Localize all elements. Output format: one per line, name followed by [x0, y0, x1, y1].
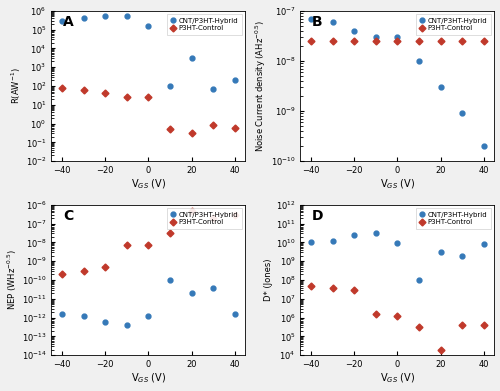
X-axis label: V$_{GS}$ (V): V$_{GS}$ (V): [131, 178, 166, 191]
P3HT-Control: [59, 85, 65, 90]
Line: CNT/P3HT-Hybrid: CNT/P3HT-Hybrid: [309, 231, 486, 282]
CNT/P3HT-Hybrid: [59, 312, 65, 317]
P3HT-Control: [394, 39, 400, 43]
P3HT-Control: [308, 39, 314, 43]
P3HT-Control: [416, 325, 422, 330]
P3HT-Control: [459, 39, 465, 43]
CNT/P3HT-Hybrid: [459, 253, 465, 258]
Text: B: B: [312, 15, 322, 29]
CNT/P3HT-Hybrid: [124, 13, 130, 18]
P3HT-Control: [330, 39, 336, 43]
P3HT-Control: [480, 323, 486, 327]
P3HT-Control: [373, 312, 379, 317]
CNT/P3HT-Hybrid: [308, 240, 314, 245]
CNT/P3HT-Hybrid: [438, 85, 444, 90]
P3HT-Control: [80, 88, 86, 92]
Line: P3HT-Control: P3HT-Control: [60, 85, 237, 136]
CNT/P3HT-Hybrid: [373, 35, 379, 39]
P3HT-Control: [232, 126, 237, 130]
P3HT-Control: [124, 243, 130, 248]
CNT/P3HT-Hybrid: [308, 16, 314, 21]
CNT/P3HT-Hybrid: [188, 291, 194, 296]
CNT/P3HT-Hybrid: [394, 35, 400, 39]
CNT/P3HT-Hybrid: [352, 233, 358, 237]
P3HT-Control: [210, 216, 216, 221]
P3HT-Control: [188, 208, 194, 213]
CNT/P3HT-Hybrid: [188, 56, 194, 61]
CNT/P3HT-Hybrid: [124, 323, 130, 327]
P3HT-Control: [438, 347, 444, 352]
CNT/P3HT-Hybrid: [167, 84, 173, 88]
Legend: CNT/P3HT-Hybrid, P3HT-Control: CNT/P3HT-Hybrid, P3HT-Control: [416, 14, 491, 34]
X-axis label: V$_{GS}$ (V): V$_{GS}$ (V): [380, 372, 415, 386]
CNT/P3HT-Hybrid: [232, 78, 237, 83]
Line: P3HT-Control: P3HT-Control: [60, 208, 237, 277]
CNT/P3HT-Hybrid: [480, 242, 486, 247]
Line: CNT/P3HT-Hybrid: CNT/P3HT-Hybrid: [60, 278, 237, 328]
Y-axis label: Noise Current density (AHz$^{-0.5}$): Noise Current density (AHz$^{-0.5}$): [254, 20, 268, 152]
P3HT-Control: [188, 131, 194, 136]
P3HT-Control: [59, 272, 65, 277]
P3HT-Control: [480, 39, 486, 43]
Y-axis label: NEP (WHz$^{-0.5}$): NEP (WHz$^{-0.5}$): [6, 250, 19, 310]
CNT/P3HT-Hybrid: [146, 314, 152, 319]
P3HT-Control: [308, 283, 314, 288]
Line: CNT/P3HT-Hybrid: CNT/P3HT-Hybrid: [309, 16, 486, 149]
P3HT-Control: [459, 323, 465, 327]
CNT/P3HT-Hybrid: [330, 20, 336, 24]
CNT/P3HT-Hybrid: [459, 111, 465, 116]
CNT/P3HT-Hybrid: [102, 14, 108, 19]
CNT/P3HT-Hybrid: [416, 59, 422, 63]
CNT/P3HT-Hybrid: [416, 278, 422, 282]
P3HT-Control: [438, 39, 444, 43]
P3HT-Control: [416, 39, 422, 43]
P3HT-Control: [232, 212, 237, 217]
P3HT-Control: [102, 91, 108, 96]
P3HT-Control: [102, 265, 108, 269]
X-axis label: V$_{GS}$ (V): V$_{GS}$ (V): [131, 372, 166, 386]
CNT/P3HT-Hybrid: [232, 312, 237, 317]
CNT/P3HT-Hybrid: [394, 241, 400, 246]
CNT/P3HT-Hybrid: [167, 278, 173, 282]
CNT/P3HT-Hybrid: [102, 319, 108, 324]
CNT/P3HT-Hybrid: [352, 29, 358, 33]
Y-axis label: D* (Jones): D* (Jones): [264, 259, 273, 301]
P3HT-Control: [373, 39, 379, 43]
P3HT-Control: [80, 269, 86, 273]
CNT/P3HT-Hybrid: [146, 24, 152, 29]
P3HT-Control: [352, 287, 358, 292]
Text: C: C: [63, 209, 74, 223]
Legend: CNT/P3HT-Hybrid, P3HT-Control: CNT/P3HT-Hybrid, P3HT-Control: [167, 208, 242, 229]
P3HT-Control: [124, 95, 130, 100]
P3HT-Control: [167, 127, 173, 131]
P3HT-Control: [146, 243, 152, 248]
CNT/P3HT-Hybrid: [330, 239, 336, 243]
P3HT-Control: [330, 285, 336, 290]
CNT/P3HT-Hybrid: [59, 18, 65, 23]
X-axis label: V$_{GS}$ (V): V$_{GS}$ (V): [380, 178, 415, 191]
CNT/P3HT-Hybrid: [210, 285, 216, 290]
CNT/P3HT-Hybrid: [480, 143, 486, 148]
Line: P3HT-Control: P3HT-Control: [309, 283, 486, 352]
Legend: CNT/P3HT-Hybrid, P3HT-Control: CNT/P3HT-Hybrid, P3HT-Control: [167, 14, 242, 34]
CNT/P3HT-Hybrid: [210, 86, 216, 91]
CNT/P3HT-Hybrid: [80, 314, 86, 319]
Text: D: D: [312, 209, 324, 223]
Line: CNT/P3HT-Hybrid: CNT/P3HT-Hybrid: [60, 13, 237, 91]
P3HT-Control: [352, 39, 358, 43]
P3HT-Control: [167, 231, 173, 236]
P3HT-Control: [394, 314, 400, 319]
P3HT-Control: [146, 95, 152, 100]
Text: A: A: [63, 15, 74, 29]
Line: P3HT-Control: P3HT-Control: [309, 38, 486, 43]
CNT/P3HT-Hybrid: [373, 231, 379, 236]
Y-axis label: R(AW$^{-1}$): R(AW$^{-1}$): [10, 68, 23, 104]
P3HT-Control: [210, 123, 216, 128]
Legend: CNT/P3HT-Hybrid, P3HT-Control: CNT/P3HT-Hybrid, P3HT-Control: [416, 208, 491, 229]
CNT/P3HT-Hybrid: [438, 250, 444, 255]
CNT/P3HT-Hybrid: [80, 16, 86, 21]
